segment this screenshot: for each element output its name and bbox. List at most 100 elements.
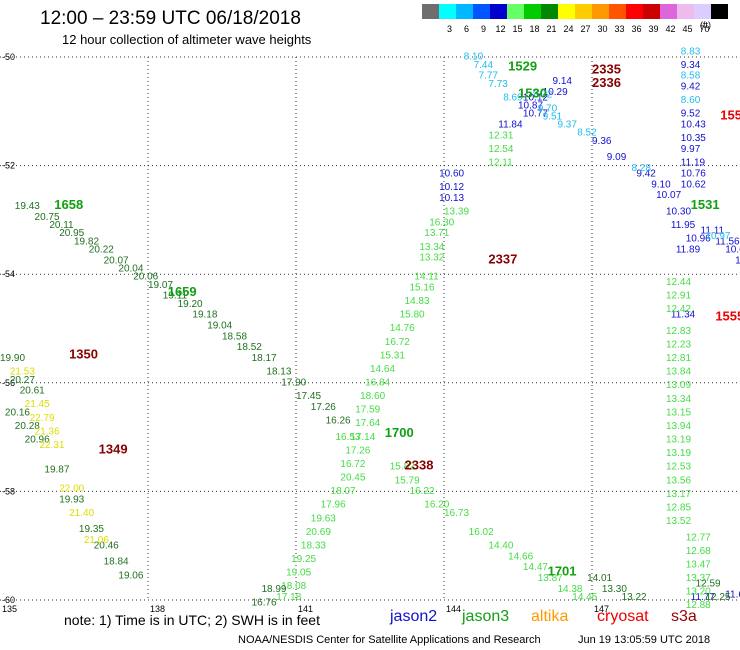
wave-height-value: 10.35 bbox=[681, 133, 706, 144]
page-title: 12:00 – 23:59 UTC 06/18/2018 bbox=[40, 8, 301, 29]
wave-height-value: 12.68 bbox=[686, 546, 711, 557]
time-label: 1350 bbox=[69, 346, 98, 361]
wave-height-value: 17.59 bbox=[355, 405, 380, 416]
credit-text: NOAA/NESDIS Center for Satellite Applica… bbox=[238, 634, 541, 646]
wave-height-value: 14.83 bbox=[405, 296, 430, 307]
wave-height-value: 11.84 bbox=[498, 120, 523, 131]
legend-swatch bbox=[609, 4, 626, 19]
y-tick-label: -52 bbox=[2, 161, 15, 171]
wave-height-value: 19.06 bbox=[118, 570, 143, 581]
wave-height-value: 11.95 bbox=[671, 220, 696, 231]
wave-height-value: 19.05 bbox=[286, 568, 311, 579]
wave-height-value: 19.63 bbox=[311, 513, 336, 524]
legend-swatch bbox=[490, 4, 507, 19]
wave-height-value: 14.76 bbox=[390, 323, 415, 334]
wave-height-value: 10.96 bbox=[686, 234, 711, 245]
wave-height-value: 15.82 bbox=[390, 462, 415, 473]
time-label: 1349 bbox=[99, 441, 128, 456]
legend-unit: (ft) bbox=[700, 20, 711, 30]
wave-height-value: 19.43 bbox=[15, 201, 40, 212]
wave-height-value: 19.11 bbox=[163, 291, 188, 302]
wave-height-value: 17.18 bbox=[276, 592, 301, 603]
time-label: 1556 bbox=[720, 107, 740, 122]
wave-height-value: 9.14 bbox=[553, 76, 573, 87]
legend-label: 18 bbox=[529, 24, 540, 34]
wave-height-value: 12.59 bbox=[696, 578, 721, 589]
legend-swatch bbox=[694, 4, 711, 19]
wave-height-value: 17.26 bbox=[345, 445, 370, 456]
legend-swatch bbox=[711, 4, 728, 19]
legend-swatch bbox=[575, 4, 592, 19]
wave-height-value: 20.07 bbox=[104, 255, 129, 266]
wave-height-value: 18.07 bbox=[331, 486, 356, 497]
wave-height-value: 9.52 bbox=[681, 109, 701, 120]
wave-height-value: 18.58 bbox=[222, 331, 247, 342]
legend-label: 9 bbox=[480, 24, 486, 34]
wave-height-value: 20.95 bbox=[59, 228, 84, 239]
wave-height-value: 12.53 bbox=[666, 462, 691, 473]
time-label: 1659 bbox=[168, 284, 197, 299]
wave-height-value: 14.66 bbox=[508, 551, 533, 562]
wave-height-value: 21.53 bbox=[10, 367, 35, 378]
wave-height-value: 13.87 bbox=[538, 573, 563, 584]
wave-height-value: 13.30 bbox=[602, 584, 627, 595]
y-tick-label: -54 bbox=[2, 269, 15, 279]
wave-height-value: 7.73 bbox=[488, 79, 508, 90]
wave-height-value: 10.78 bbox=[735, 255, 740, 266]
wave-height-value: 18.99 bbox=[261, 584, 286, 595]
legend-label: 70 bbox=[699, 24, 710, 34]
wave-height-value: 14.64 bbox=[370, 364, 395, 375]
wave-height-value: 14.47 bbox=[523, 562, 548, 573]
wave-height-value: 20.04 bbox=[118, 263, 143, 274]
wave-height-value: 11.56 bbox=[715, 236, 740, 247]
wave-height-value: 20.45 bbox=[340, 473, 365, 484]
wave-height-value: 19.90 bbox=[0, 353, 25, 364]
wave-height-value: 18.13 bbox=[266, 367, 291, 378]
wave-height-value: 22.00 bbox=[59, 483, 84, 494]
wave-height-value: 18.33 bbox=[301, 540, 326, 551]
page-subtitle: 12 hour collection of altimeter wave hei… bbox=[62, 32, 312, 47]
legend-swatch bbox=[473, 4, 490, 19]
wave-height-value: 17.14 bbox=[350, 432, 375, 443]
wave-height-value: 11.34 bbox=[671, 310, 696, 321]
wave-height-value: 8.28 bbox=[631, 163, 651, 174]
wave-height-value: 18.84 bbox=[104, 557, 129, 568]
wave-height-value: 17.90 bbox=[281, 378, 306, 389]
wave-height-value: 10.13 bbox=[439, 193, 464, 204]
satellite-label: s3a bbox=[671, 608, 697, 625]
time-label: 1555 bbox=[715, 308, 740, 323]
legend-label: 15 bbox=[512, 24, 523, 34]
wave-height-value: 15.16 bbox=[409, 282, 434, 293]
wave-height-value: 14.11 bbox=[414, 272, 439, 283]
wave-height-value: 19.04 bbox=[207, 321, 232, 332]
x-tick-label: 147 bbox=[594, 604, 609, 614]
legend-label: 39 bbox=[648, 24, 659, 34]
time-label: 1658 bbox=[54, 197, 83, 212]
wave-height-value: 12.88 bbox=[686, 600, 711, 611]
legend-label: 45 bbox=[682, 24, 693, 34]
wave-height-value: 10.29 bbox=[543, 87, 568, 98]
wave-height-value: 19.25 bbox=[291, 554, 316, 565]
wave-height-value: 13.94 bbox=[666, 421, 691, 432]
legend-label: 3 bbox=[446, 24, 452, 34]
wave-height-value: 9.37 bbox=[557, 120, 577, 131]
wave-height-value: 11.60 bbox=[725, 589, 740, 600]
wave-height-value: 10.77 bbox=[523, 109, 548, 120]
wave-height-value: 9.09 bbox=[607, 152, 627, 163]
wave-height-value: 14.45 bbox=[572, 592, 597, 603]
legend-swatch bbox=[507, 4, 524, 19]
wave-height-value: 11.89 bbox=[676, 244, 701, 255]
wave-height-value: 10.87 bbox=[518, 101, 543, 112]
x-tick-label: 138 bbox=[150, 604, 165, 614]
time-label: 1700 bbox=[385, 425, 414, 440]
wave-height-value: 16.02 bbox=[469, 527, 494, 538]
wave-height-value: 16.53 bbox=[335, 432, 360, 443]
wave-height-value: 8.58 bbox=[681, 71, 701, 82]
wave-height-value: 13.37 bbox=[686, 573, 711, 584]
wave-height-value: 11.11 bbox=[701, 225, 725, 236]
wave-height-value: 19.82 bbox=[74, 236, 99, 247]
grid bbox=[0, 56, 740, 601]
wave-height-value: 12.42 bbox=[666, 304, 691, 315]
wave-height-value: 12.54 bbox=[488, 144, 513, 155]
